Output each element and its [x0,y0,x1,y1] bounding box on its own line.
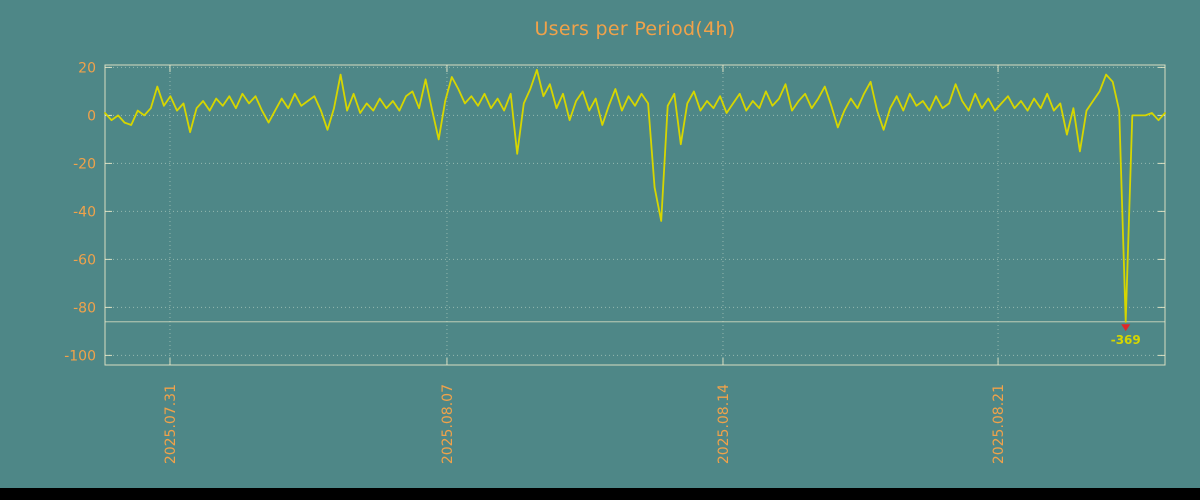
axis-ticks [105,65,1165,365]
svg-text:2025.08.14: 2025.08.14 [716,384,732,464]
svg-text:-40: -40 [73,204,96,220]
x-tick-labels: 2025.07.31 2025.08.07 2025.08.14 2025.08.21 [163,384,1007,464]
plot-border [104,64,1166,366]
svg-text:-80: -80 [73,300,96,316]
svg-text:2025.08.07: 2025.08.07 [440,384,456,464]
min-arrow-icon [1121,324,1131,332]
svg-text:-60: -60 [73,252,96,268]
y-tick-labels: 20 0 -20 -40 -60 -80 -100 [64,60,96,364]
bottom-bar [0,488,1200,500]
grid [105,65,1165,365]
svg-text:-100: -100 [64,348,96,364]
chart-title: Users per Period(4h) [534,18,736,40]
svg-text:20: 20 [78,60,96,76]
svg-text:0: 0 [87,108,96,124]
svg-text:2025.07.31: 2025.07.31 [163,384,179,464]
users-series-line [104,68,1166,323]
svg-text:2025.08.21: 2025.08.21 [991,384,1007,464]
min-value-label: -369 [1111,333,1141,347]
svg-text:-20: -20 [73,156,96,172]
